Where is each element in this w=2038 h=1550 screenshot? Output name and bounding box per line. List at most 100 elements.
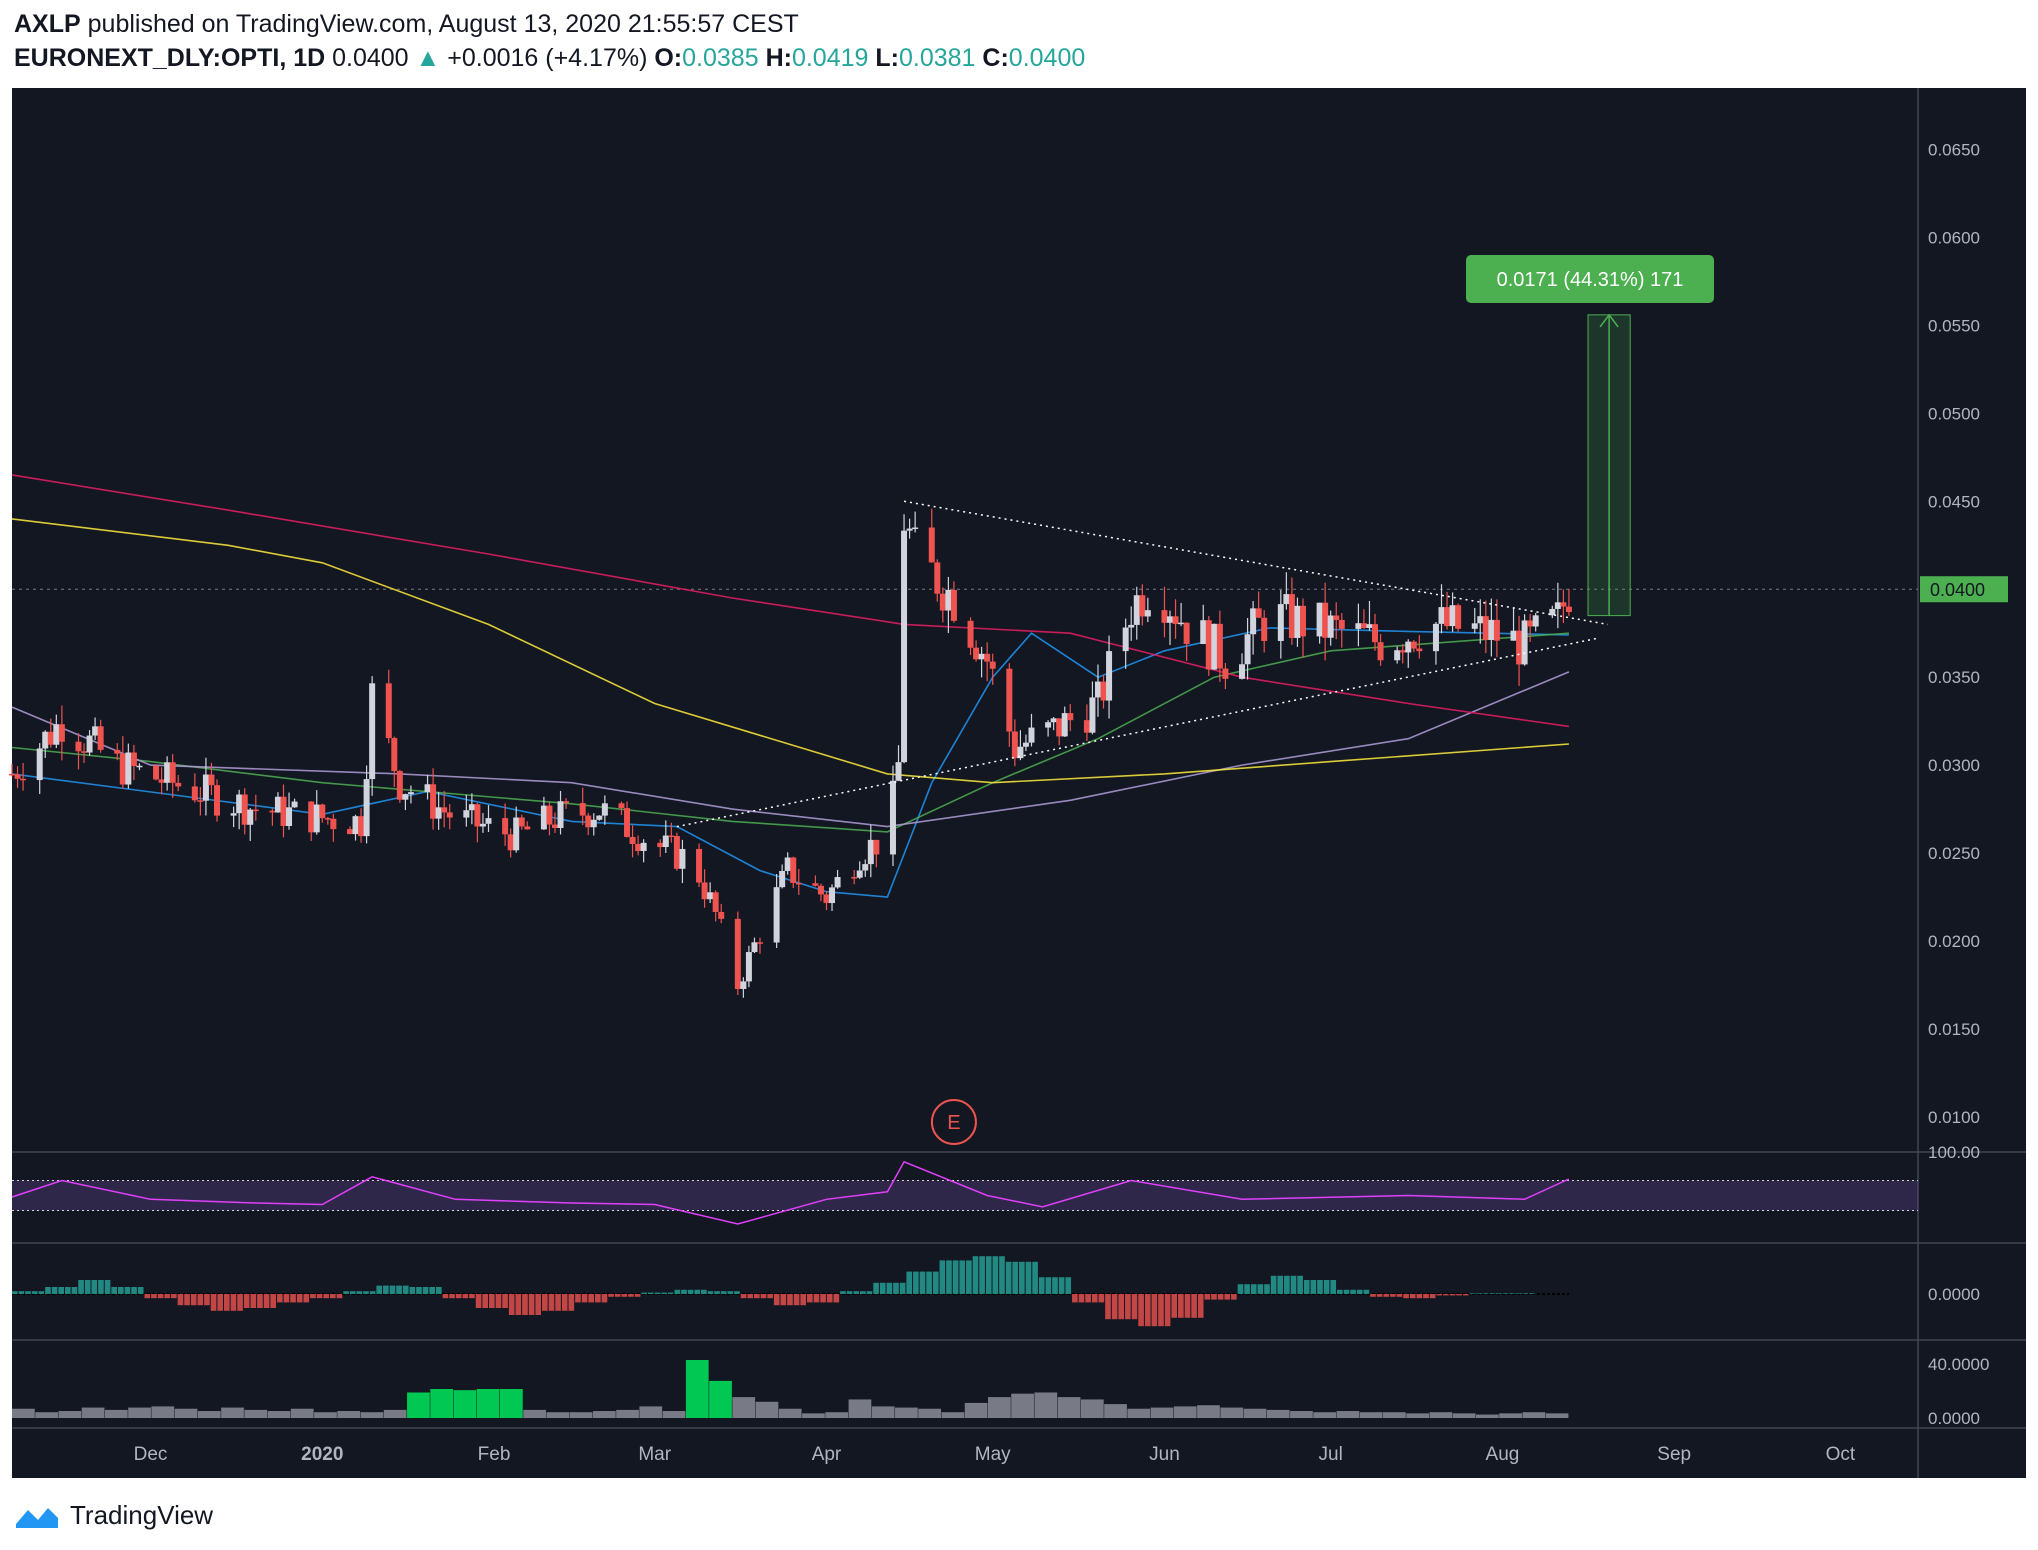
candle-body: [817, 885, 824, 895]
candle-body: [1028, 727, 1035, 743]
candle-body: [136, 765, 143, 768]
price-tick-label: 0.0200: [1928, 932, 1980, 951]
histogram-bar: [813, 1294, 820, 1303]
histogram-bar: [634, 1294, 641, 1297]
volume-bars: [12, 1360, 1569, 1418]
histogram-bar: [701, 1289, 707, 1294]
candle-body: [75, 741, 82, 752]
candle-body: [191, 786, 198, 801]
candle-body: [463, 810, 470, 818]
moving-average-line: [11, 518, 1569, 784]
candle-body: [718, 911, 725, 919]
histogram-bar: [1436, 1294, 1443, 1296]
close-value: 0.0400: [1008, 44, 1086, 72]
price-change: +0.0016 (+4.17%): [447, 44, 648, 72]
volume-bar: [1127, 1408, 1151, 1418]
histogram-bar: [919, 1271, 926, 1294]
candle-body: [1521, 620, 1528, 665]
candle-body: [1554, 602, 1561, 609]
symbol-name[interactable]: EURONEXT_DLY:OPTI, 1D: [14, 44, 326, 72]
time-axis: Dec 2020 Feb Mar Apr May Jun Jul Aug Sep Oct: [134, 1444, 1856, 1465]
candle-body: [9, 773, 15, 776]
candle-body: [1294, 605, 1301, 638]
histogram-bar: [409, 1287, 416, 1294]
candle-body: [590, 819, 597, 828]
candle-body: [989, 661, 996, 669]
histogram-bar: [78, 1280, 84, 1294]
histogram-bar: [12, 1291, 18, 1294]
volume-bar: [987, 1397, 1011, 1418]
candle-body: [1377, 642, 1384, 661]
candle-body: [369, 683, 376, 780]
candle-body: [53, 724, 60, 745]
histogram-bar: [1144, 1294, 1151, 1327]
histogram-bar: [588, 1294, 595, 1303]
candle-body: [1144, 610, 1151, 617]
volume-bar: [1522, 1412, 1546, 1418]
candle-body: [668, 835, 675, 838]
candle-body: [280, 796, 287, 826]
volume-bar: [1383, 1412, 1406, 1418]
candle-body: [524, 826, 531, 830]
footer-brand[interactable]: TradingView: [14, 1500, 213, 1531]
volume-bar: [778, 1408, 802, 1418]
candle-body: [984, 653, 991, 662]
candle-body: [1022, 742, 1029, 747]
histogram-bar: [508, 1294, 515, 1315]
candle-body: [1516, 630, 1523, 665]
candle-body: [202, 774, 209, 801]
volume-bar: [685, 1360, 709, 1418]
histogram-bar: [1211, 1294, 1217, 1300]
histogram-bar: [1284, 1275, 1290, 1294]
histogram-bar: [992, 1256, 999, 1294]
candle-body: [1565, 606, 1572, 612]
candle-body: [402, 794, 409, 800]
time-tick-label: Aug: [1486, 1444, 1520, 1465]
moving-average-line: [11, 632, 1569, 833]
histogram-bar: [1078, 1294, 1085, 1303]
candle-body: [1488, 619, 1495, 640]
candle-body: [485, 818, 492, 824]
candle-body: [1366, 624, 1373, 628]
time-tick-label: Apr: [812, 1444, 842, 1465]
rsi-line: [11, 1160, 1570, 1225]
publisher-name[interactable]: AXLP: [14, 10, 81, 38]
measure-label: 0.0171 (44.31%) 171: [1497, 269, 1684, 291]
candle-body: [1549, 608, 1556, 616]
volume-bar: [732, 1397, 756, 1418]
histogram-bar: [1429, 1294, 1436, 1299]
candle-body: [712, 892, 719, 912]
trendline: [903, 500, 1608, 626]
candle-body: [829, 887, 836, 904]
histogram-bar: [1032, 1261, 1038, 1294]
histogram-bar: [1337, 1289, 1343, 1294]
candle-body: [978, 653, 985, 660]
histogram-bar: [257, 1294, 263, 1308]
volume-bar: [174, 1408, 198, 1418]
volume-bar: [12, 1408, 35, 1418]
volume-bar: [941, 1412, 965, 1418]
histogram-bar: [323, 1294, 330, 1299]
histogram-bar: [210, 1294, 217, 1311]
measure-label-box: [1466, 255, 1714, 303]
histogram-bar: [290, 1294, 296, 1303]
candle-body: [1094, 681, 1101, 698]
histogram-bar: [1409, 1294, 1416, 1299]
histogram-bar: [18, 1291, 25, 1294]
volume-bar: [81, 1407, 105, 1418]
candle-body: [701, 882, 708, 900]
time-tick-label: Jul: [1319, 1444, 1343, 1465]
candle-body: [673, 836, 680, 869]
candle-body: [906, 528, 913, 531]
price-tick-label: 0.0350: [1928, 668, 1980, 687]
candle-body: [873, 839, 880, 855]
volume-bar: [964, 1402, 988, 1418]
candle-body: [823, 894, 830, 904]
candle-body: [1017, 746, 1024, 759]
histogram-bar: [1396, 1294, 1403, 1297]
histogram-bar: [1052, 1277, 1058, 1294]
open-value: 0.0385: [682, 44, 759, 72]
candle-body: [557, 801, 564, 829]
histogram-bar: [402, 1285, 409, 1294]
